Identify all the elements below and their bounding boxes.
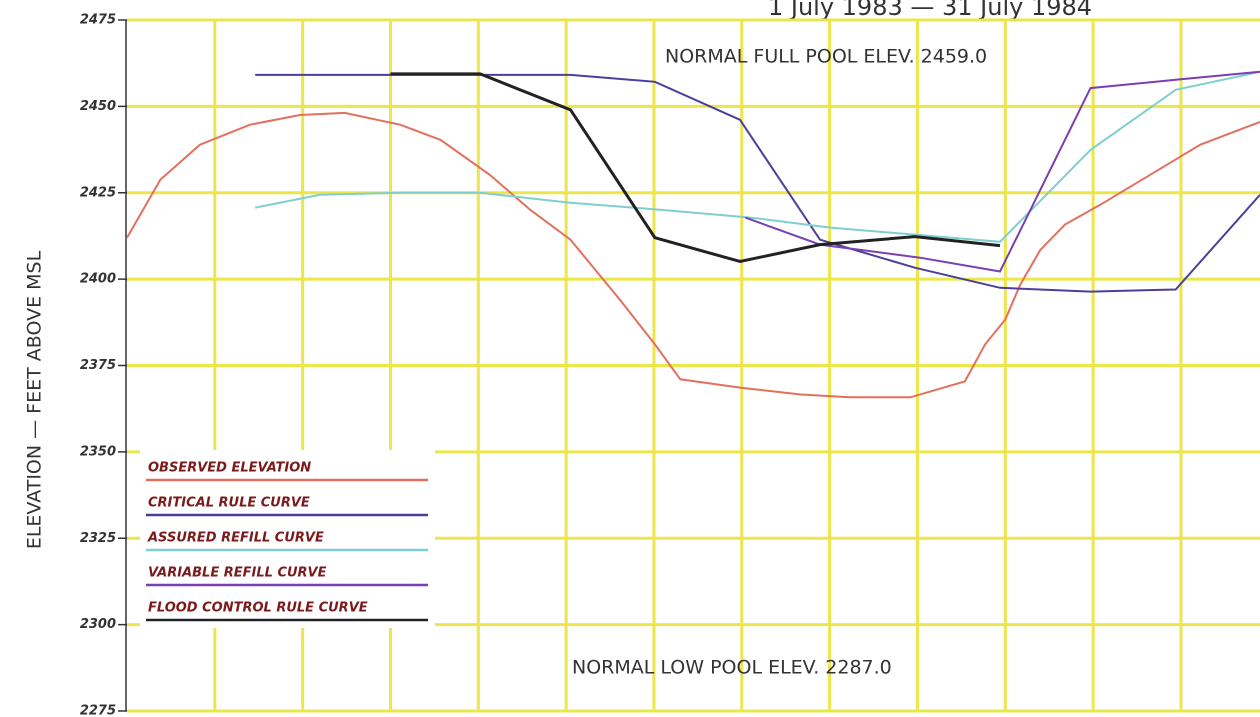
y-tick-label: 2275 — [80, 704, 116, 717]
series-line — [126, 111, 1260, 399]
y-tick-label: 2450 — [80, 99, 116, 114]
y-tick-label: 2475 — [80, 13, 116, 28]
legend-label: ASSURED REFILL CURVE — [147, 531, 324, 546]
y-axis-label: ELEVATION — FEET ABOVE MSL — [24, 250, 46, 549]
y-tick-label: 2425 — [80, 185, 116, 200]
y-tick-label: 2350 — [80, 444, 116, 459]
legend-label: OBSERVED ELEVATION — [148, 461, 311, 476]
legend-label: CRITICAL RULE CURVE — [148, 496, 310, 511]
series-line — [255, 70, 1260, 243]
y-tick-label: 2325 — [80, 531, 116, 546]
y-tick-label: 2300 — [80, 617, 116, 632]
y-tick-label: 2375 — [80, 358, 116, 373]
chart-title: 1 July 1983 — 31 July 1984 — [768, 0, 1092, 21]
series-line — [390, 72, 1001, 264]
series-line — [744, 70, 1260, 273]
series-line — [255, 73, 1260, 293]
legend-label: FLOOD CONTROL RULE CURVE — [148, 601, 368, 616]
annotation: NORMAL LOW POOL ELEV. 2287.0 — [572, 657, 892, 679]
annotation: NORMAL FULL POOL ELEV. 2459.0 — [665, 46, 987, 68]
y-tick-label: 2400 — [80, 272, 116, 287]
legend-label: VARIABLE REFILL CURVE — [148, 566, 327, 581]
